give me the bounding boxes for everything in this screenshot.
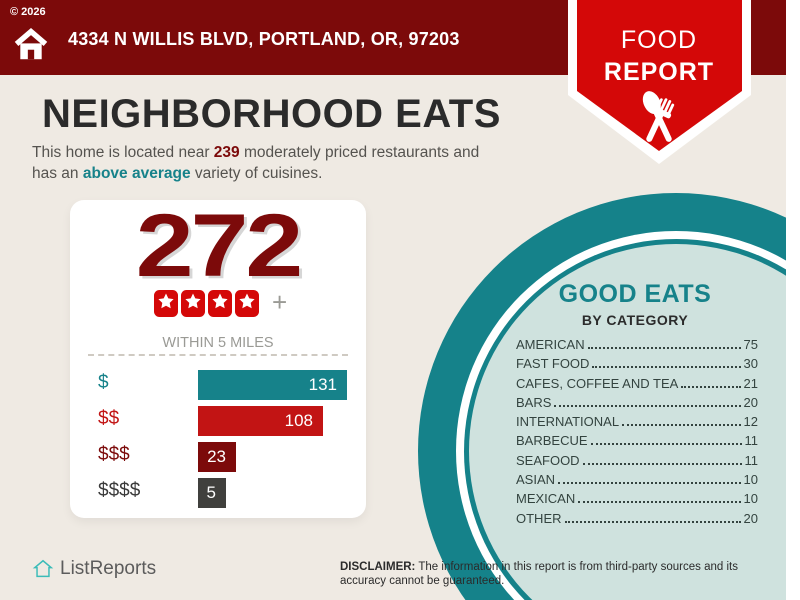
svg-text:+: +	[272, 290, 287, 317]
